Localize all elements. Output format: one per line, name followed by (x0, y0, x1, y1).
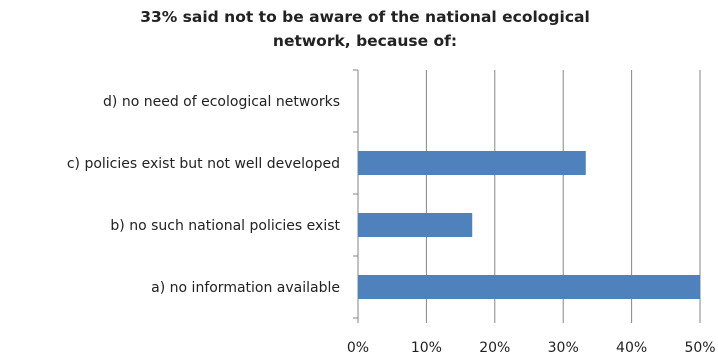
x-tick-label: 30% (548, 340, 579, 356)
category-labels: d) no need of ecological networks c) poli… (67, 94, 341, 296)
bar (358, 275, 700, 299)
category-label: c) policies exist but not well developed (67, 156, 340, 172)
category-label: b) no such national policies exist (110, 218, 340, 234)
category-label: a) no information available (151, 280, 340, 296)
chart-title-line-1: 33% said not to be aware of the national… (140, 8, 590, 26)
x-tick-label: 10% (411, 340, 442, 356)
chart-title-line-2: network, because of: (273, 32, 457, 50)
x-tick-label: 50% (684, 340, 715, 356)
x-tick-label: 0% (347, 340, 369, 356)
bars (358, 151, 700, 299)
bar (358, 151, 586, 175)
x-tick-label: 20% (479, 340, 510, 356)
x-tick-label: 40% (616, 340, 647, 356)
category-label: d) no need of ecological networks (103, 94, 340, 110)
x-tick-labels: 0% 10% 20% 30% 40% 50% (347, 340, 716, 356)
bar (358, 213, 473, 237)
